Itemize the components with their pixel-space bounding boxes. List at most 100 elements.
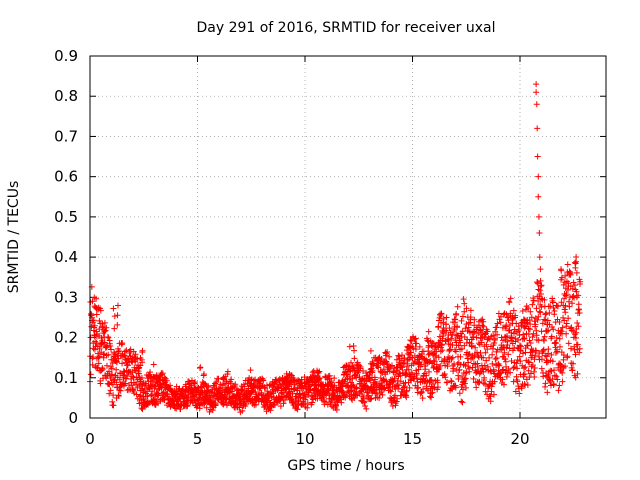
data-point [99,320,106,327]
data-point [428,390,435,397]
data-point [113,379,120,386]
data-point [403,394,410,401]
data-point [564,286,571,293]
data-point [531,368,538,375]
data-point [503,322,510,329]
data-point [568,345,575,352]
data-point [99,323,106,330]
data-point [404,360,411,367]
data-point [538,295,545,302]
data-point [483,341,490,348]
data-point [117,387,124,394]
data-point [239,407,246,414]
data-point [402,371,409,378]
data-point [538,328,545,335]
data-point [552,349,559,356]
data-point [155,386,162,393]
data-point [386,387,393,394]
data-point [107,342,114,349]
data-point [339,383,346,390]
data-point [470,333,477,340]
data-point [113,366,120,373]
x-tick-label: 10 [295,430,314,448]
data-point [556,343,563,350]
data-point [109,371,116,378]
data-point [535,313,542,320]
data-point [563,291,570,298]
data-point [439,335,446,342]
y-tick-label: 0.6 [54,168,78,186]
data-point [450,365,457,372]
data-point [559,378,566,385]
data-point [517,343,524,350]
data-point [573,258,580,265]
data-point [338,399,345,406]
data-point [458,398,465,405]
data-point [403,387,410,394]
data-point [556,382,563,389]
data-point [543,353,550,360]
data-point [556,318,563,325]
data-point [542,380,549,387]
data-point [459,399,466,406]
data-point [369,369,376,376]
data-point [499,376,506,383]
x-tick-label: 5 [193,430,203,448]
data-point [367,377,374,384]
data-point [107,375,114,382]
data-point [572,374,579,381]
data-point [108,365,115,372]
data-point [560,351,567,358]
data-point [534,125,541,132]
data-point [524,382,531,389]
data-point [412,346,419,353]
data-point [507,295,514,302]
data-point [456,390,463,397]
data-point [478,339,485,346]
data-point [520,331,527,338]
data-point [93,328,100,335]
data-point [491,378,498,385]
data-point [469,364,476,371]
data-point [228,376,235,383]
data-point [543,359,550,366]
data-point [205,384,212,391]
data-point [401,383,408,390]
data-point [525,305,532,312]
data-point [529,333,536,340]
data-point [535,286,542,293]
data-point [554,303,561,310]
data-point [396,353,403,360]
data-point [439,327,446,334]
data-point [448,377,455,384]
data-point [313,387,320,394]
data-point [418,361,425,368]
data-point [502,325,509,332]
data-point [353,374,360,381]
data-point [571,259,578,266]
data-point [138,374,145,381]
data-point [558,299,565,306]
data-point [454,303,461,310]
data-point [431,358,438,365]
data-point [544,358,551,365]
data-point [536,308,543,315]
data-point [150,361,157,368]
data-point [93,311,100,318]
data-point [381,385,388,392]
data-point [460,296,467,303]
y-tick-label: 0.5 [54,208,78,226]
y-tick-labels: 0 0.1 0.2 0.3 0.4 0.5 0.6 0.7 0.8 0.9 [54,47,78,427]
data-point [454,324,461,331]
data-point [505,317,512,324]
data-point [454,361,461,368]
data-point [491,340,498,346]
data-point [423,372,430,379]
data-point [438,310,445,317]
data-point [377,383,384,390]
data-point [522,363,529,370]
data-point [535,297,542,304]
data-point [529,361,536,368]
data-point [521,371,528,377]
data-point [144,393,151,400]
